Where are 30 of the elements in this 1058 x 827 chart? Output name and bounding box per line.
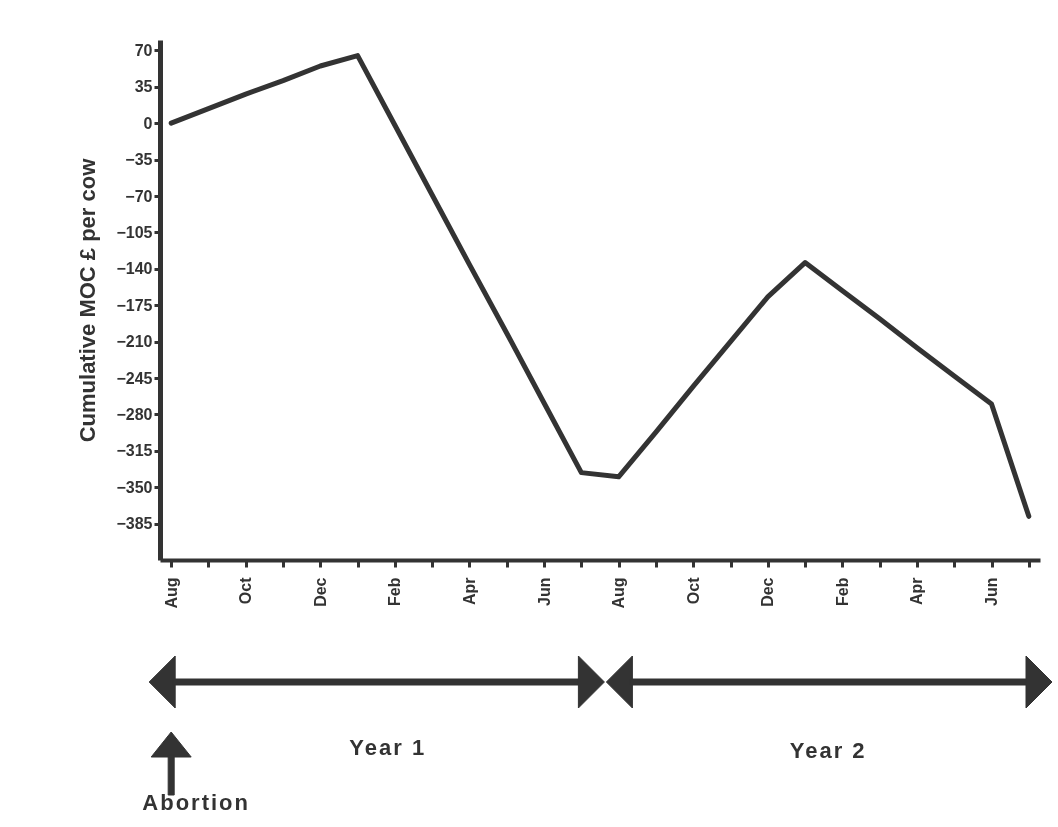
- text: Year 1: [349, 735, 427, 761]
- y-tick-label: −140: [116, 260, 153, 278]
- y-tick-label: −245: [116, 369, 153, 387]
- x-tick-label: Apr: [908, 577, 926, 606]
- y-tick-label: −35: [125, 151, 153, 169]
- y-tick-label: −105: [116, 223, 153, 241]
- y-tick-label: 35: [134, 78, 153, 96]
- y-tick-label: −315: [116, 442, 153, 460]
- y-tick-label: −350: [116, 478, 153, 496]
- x-tick-label: Oct: [237, 576, 255, 605]
- y-tick-label: −175: [116, 296, 153, 314]
- y-axis-title: Cumulative MOC £ per cow: [75, 157, 101, 443]
- y-tick-label: −385: [116, 515, 153, 533]
- x-tick-label: Dec: [311, 577, 329, 607]
- text: Abortion: [142, 790, 250, 816]
- x-tick-label: Aug: [162, 577, 180, 609]
- y-tick-label: 0: [143, 114, 153, 132]
- x-tick-label: Dec: [759, 577, 777, 607]
- y-tick-label: −210: [116, 333, 153, 351]
- y-tick-label: −70: [125, 187, 153, 205]
- x-tick-label: Apr: [460, 577, 478, 606]
- x-tick-label: Oct: [684, 576, 702, 605]
- x-tick-label: Feb: [386, 577, 404, 606]
- x-tick-label: Feb: [833, 577, 851, 606]
- text: Year 2: [789, 738, 867, 764]
- y-tick-label: 70: [134, 41, 153, 59]
- x-tick-label: Jun: [983, 577, 1001, 606]
- x-tick-label: Aug: [610, 577, 628, 609]
- y-tick-label: −280: [116, 405, 153, 423]
- x-tick-label: Jun: [535, 577, 553, 606]
